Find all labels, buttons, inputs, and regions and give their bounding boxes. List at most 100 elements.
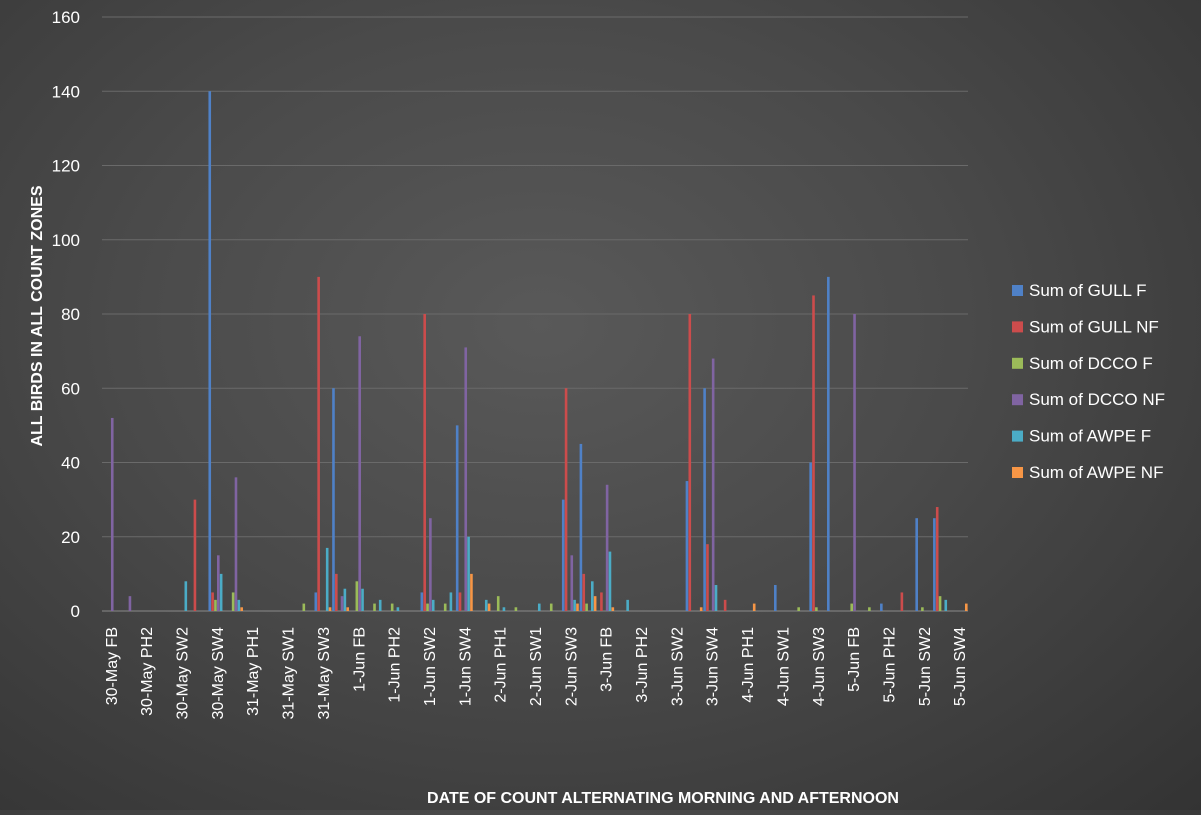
bar — [325, 547, 329, 611]
bar — [340, 596, 344, 611]
y-tick-label: 80 — [61, 305, 80, 324]
bar — [467, 536, 470, 611]
bar — [723, 599, 727, 611]
y-tick-label: 140 — [52, 82, 80, 101]
y-tick-label: 100 — [52, 231, 80, 250]
bar — [564, 388, 568, 611]
bar — [396, 607, 400, 611]
bar — [355, 581, 359, 611]
bar — [585, 603, 588, 611]
bar — [358, 336, 361, 611]
x-tick-label: 30-May SW2 — [175, 627, 192, 720]
x-tick-label: 31-May SW3 — [316, 627, 333, 720]
bar — [537, 603, 541, 611]
legend-swatch — [1012, 357, 1023, 369]
x-tick-label: 2-Jun SW1 — [528, 627, 545, 706]
x-tick-label: 1-Jun FB — [351, 627, 368, 692]
y-tick-label: 20 — [61, 528, 80, 547]
bar — [626, 599, 629, 611]
legend-label: Sum of DCCO F — [1029, 354, 1153, 373]
bar — [231, 592, 235, 611]
bar — [193, 499, 197, 611]
x-tick-label: 2-Jun PH1 — [493, 627, 510, 703]
bar — [487, 603, 491, 611]
bar — [915, 518, 918, 611]
bar — [570, 555, 574, 611]
bars — [110, 91, 968, 611]
bar — [426, 603, 429, 611]
y-tick-label: 40 — [61, 454, 80, 473]
bar — [561, 499, 565, 611]
bar — [611, 607, 615, 611]
bar — [420, 592, 424, 611]
bar — [208, 91, 212, 611]
y-tick-label: 60 — [61, 379, 80, 398]
bar — [455, 425, 459, 611]
bar — [423, 314, 426, 611]
bar — [900, 592, 904, 611]
bar — [711, 358, 715, 611]
bar — [706, 544, 709, 611]
bar — [449, 592, 453, 611]
x-tick-label: 4-Jun SW1 — [775, 627, 792, 706]
gridlines — [102, 16, 968, 612]
bar — [128, 596, 132, 611]
x-tick-label: 4-Jun SW3 — [811, 627, 828, 706]
bar — [880, 603, 883, 611]
bar — [827, 276, 830, 611]
bar — [797, 607, 800, 611]
legend-label: Sum of GULL NF — [1029, 317, 1159, 336]
x-axis-title: DATE OF COUNT ALTERNATING MORNING AND AF… — [427, 790, 899, 807]
y-tick-label: 0 — [71, 602, 80, 621]
bar — [868, 607, 871, 611]
bar — [590, 581, 594, 611]
bar — [302, 603, 306, 611]
bar — [964, 603, 968, 611]
bar — [237, 599, 241, 611]
bar — [219, 573, 223, 611]
legend-label: Sum of GULL F — [1029, 281, 1146, 300]
x-tick-label: 3-Jun SW4 — [705, 627, 722, 706]
bar — [328, 607, 332, 611]
legend-swatch — [1012, 394, 1023, 406]
legend-swatch — [1012, 467, 1023, 478]
x-tick-label: 3-Jun SW2 — [669, 627, 686, 706]
bar — [361, 588, 364, 611]
bar — [373, 603, 376, 611]
bar — [234, 477, 238, 611]
legend-swatch — [1012, 430, 1023, 442]
bar — [390, 603, 394, 611]
bar — [458, 592, 462, 611]
bar — [502, 607, 506, 611]
bar — [470, 573, 473, 611]
bar — [850, 603, 853, 611]
bar — [699, 607, 703, 611]
bar — [576, 603, 579, 611]
x-tick-label: 5-Jun SW2 — [917, 627, 934, 706]
x-tick-label: 30-May FB — [104, 627, 121, 705]
x-tick-label: 5-Jun PH2 — [881, 627, 898, 703]
bar — [815, 607, 818, 611]
bar — [944, 599, 948, 611]
bar — [217, 555, 220, 611]
x-tick-label: 3-Jun PH2 — [634, 627, 651, 703]
legend: Sum of GULL F Sum of GULL NF Sum of DCCO F… — [1012, 281, 1165, 482]
bar — [853, 314, 856, 611]
bar — [464, 347, 468, 611]
bar — [933, 518, 936, 611]
bar — [582, 573, 586, 611]
x-tick-label: 31-May PH1 — [245, 627, 262, 716]
bar — [579, 443, 583, 611]
bar — [703, 388, 706, 611]
x-tick-label: 30-May SW4 — [210, 627, 227, 720]
bar — [484, 599, 488, 611]
bar — [812, 295, 815, 611]
legend-label: Sum of DCCO NF — [1029, 390, 1165, 409]
x-axis-ticks: 30-May FB 30-May PH2 30-May SW2 30-May SW4 3… — [104, 627, 969, 720]
bar — [240, 607, 243, 611]
bar — [314, 592, 318, 611]
x-tick-label: 1-Jun SW4 — [457, 627, 474, 706]
y-axis-title: ALL BIRDS IN ALL COUNT ZONES — [29, 185, 46, 446]
